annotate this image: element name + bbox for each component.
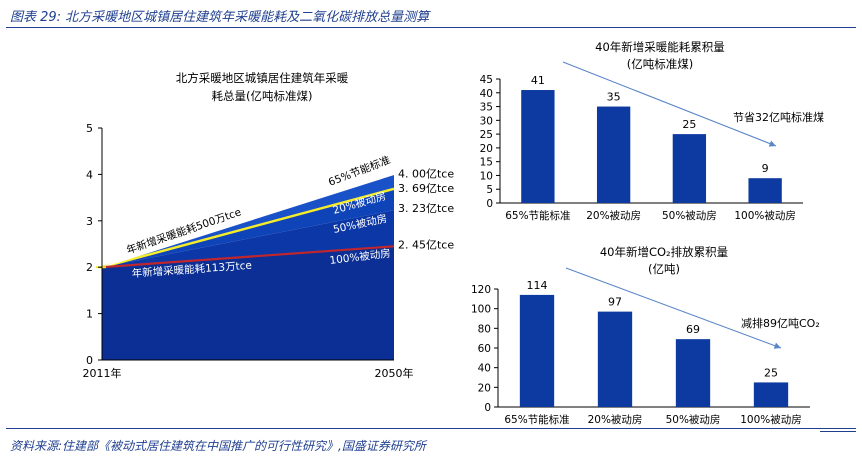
chart2-data-label: 41 (531, 74, 545, 87)
chart3-data-label: 69 (686, 323, 700, 336)
chart3-title-line: 40年新增CO₂排放累积量 (600, 245, 728, 259)
chart2-trend-arrow (562, 61, 777, 147)
chart2-x-tick-label: 100%被动房 (734, 209, 796, 222)
chart1-end-label: 2. 45亿tce (398, 238, 454, 251)
chart3-bar (753, 382, 789, 407)
chart2-data-label: 9 (762, 162, 769, 175)
chart2-y-tick-label: 35 (480, 102, 493, 114)
chart2-annotation: 节省32亿吨标准煤 (733, 110, 824, 124)
chart3-data-label: 114 (527, 279, 548, 292)
chart3-data-label: 25 (764, 366, 778, 379)
line-65-standard (101, 173, 395, 268)
source-note: 资料来源:住建部《被动式居住建筑在中国推广的可行性研究》,国盛证券研究所 (10, 439, 426, 453)
chart1-y-tick-label: 3 (86, 215, 93, 228)
chart2-x-tick-label: 20%被动房 (586, 209, 641, 222)
chart3-annotation: 减排89亿吨CO₂ (741, 316, 820, 330)
chart2-title-line: (亿吨标准煤) (627, 57, 693, 71)
chart3-bar (519, 294, 555, 407)
chart2-y-tick-label: 25 (480, 129, 493, 141)
chart1-y-tick-label: 1 (86, 308, 93, 321)
chart2-y-tick-label: 45 (480, 74, 493, 86)
chart3-y-tick-label: 80 (478, 323, 491, 335)
chart2-bar (521, 90, 555, 203)
chart3-data-label: 97 (608, 296, 622, 309)
chart3-x-tick-label: 20%被动房 (588, 413, 643, 426)
chart2-bar (672, 134, 707, 203)
chart3-x-tick-label: 100%被动房 (740, 413, 802, 426)
chart2-y-tick-label: 10 (480, 170, 493, 182)
chart2-bar (748, 178, 782, 203)
chart3-x-tick-label: 65%节能标准 (504, 413, 569, 426)
chart1-end-label: 4. 00亿tce (398, 167, 454, 180)
chart3-title-line: (亿吨) (648, 262, 680, 276)
chart1-y-tick-label: 0 (86, 354, 93, 367)
chart1-end-label: 3. 69亿tce (398, 182, 454, 195)
chart1-title-line: 北方采暖地区城镇居住建筑年采暖 (176, 71, 349, 85)
chart2-data-label: 35 (607, 91, 621, 104)
chart3-y-tick-label: 20 (478, 382, 491, 394)
chart3-bar (675, 339, 711, 407)
chart3-bar (597, 311, 633, 407)
chart2-x-tick-label: 50%被动房 (662, 209, 717, 222)
chart1-y-tick-label: 5 (86, 122, 93, 135)
chart2-y-tick-label: 15 (480, 157, 493, 169)
chart2-data-label: 25 (682, 118, 696, 131)
chart3-y-tick-label: 60 (478, 343, 491, 355)
chart2-y-tick-label: 30 (480, 115, 493, 127)
area-band-50-passive (102, 210, 394, 268)
area-band-100-passive (102, 246, 394, 360)
chart3-y-tick-label: 0 (484, 402, 491, 414)
line-20-passive (101, 187, 395, 269)
footer-rule-accent (820, 431, 856, 432)
chart3-y-tick-label: 100 (471, 304, 491, 316)
chart1-x-tick-label: 2050年 (375, 366, 414, 380)
chart2-y-tick-label: 40 (480, 88, 493, 100)
chart3-x-tick-label: 50%被动房 (666, 413, 721, 426)
chart3-trend-arrow (565, 267, 782, 349)
footer-rule (6, 428, 856, 429)
chart2-y-tick-label: 20 (480, 143, 493, 155)
chart3-y-tick-label: 40 (478, 363, 491, 375)
chart1-y-tick-label: 2 (86, 261, 93, 274)
chart1-x-tick-label: 2011年 (83, 366, 122, 380)
chart1-y-tick-label: 4 (86, 168, 93, 181)
title-rule (6, 27, 856, 28)
chart1-end-label: 3. 23亿tce (398, 202, 454, 215)
chart2-x-tick-label: 65%节能标准 (505, 209, 570, 222)
chart2-title-line: 40年新增采暖能耗累积量 (595, 40, 725, 54)
chart2-y-tick-label: 5 (486, 184, 493, 196)
chart2-y-tick-label: 0 (486, 198, 493, 210)
line-100-passive (101, 245, 395, 269)
figure-title: 图表 29: 北方采暖地区城镇居住建筑年采暖能耗及二氧化碳排放总量测算 (10, 10, 430, 25)
chart3-y-tick-label: 120 (471, 284, 491, 296)
chart1-title-line: 耗总量(亿吨标准煤) (212, 89, 313, 103)
chart2-bar (596, 106, 631, 203)
